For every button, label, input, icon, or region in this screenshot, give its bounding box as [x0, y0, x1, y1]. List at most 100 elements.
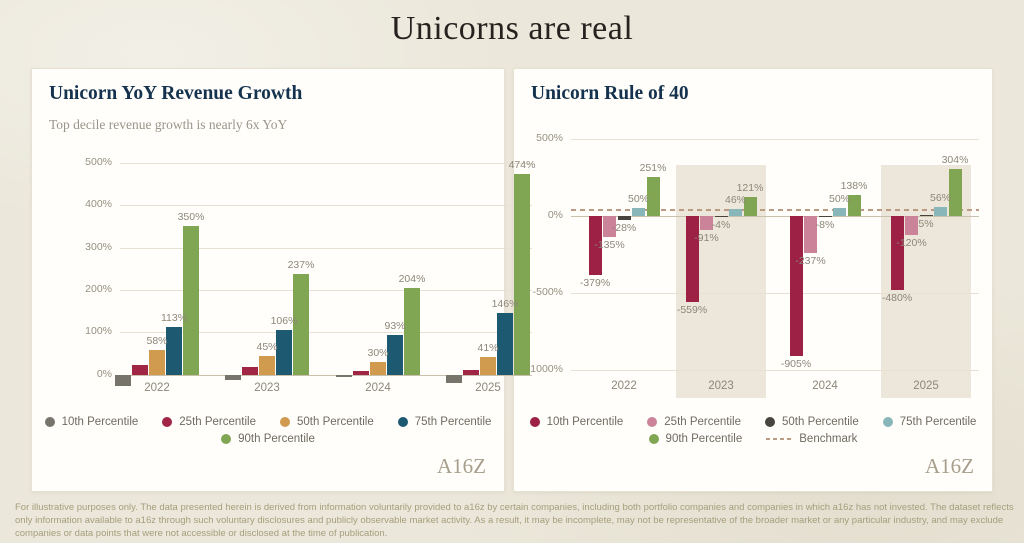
bar-value-label: 45% — [256, 340, 278, 353]
legend-item: 90th Percentile — [648, 433, 743, 445]
legend-label: Benchmark — [799, 433, 858, 445]
bar-value-label: 93% — [384, 320, 406, 333]
bar — [646, 177, 660, 217]
grid-line — [571, 139, 979, 140]
bar — [714, 216, 728, 217]
legend-dot — [529, 417, 540, 427]
y-tick-label: -500% — [532, 286, 563, 299]
bar — [166, 326, 182, 375]
bar — [242, 367, 258, 375]
legend-label: 50th Percentile — [297, 416, 374, 428]
bar-value-label: 474% — [508, 159, 536, 172]
bar — [804, 216, 817, 253]
bar-value-label: -135% — [594, 238, 625, 251]
legend-item: 10th Percentile — [529, 416, 624, 428]
y-tick-label: -1000% — [526, 363, 563, 376]
chart-title-revenue-growth: Unicorn YoY Revenue Growth — [49, 83, 303, 104]
legend-dot — [162, 417, 173, 427]
bar-value-label: 58% — [146, 335, 168, 348]
bar — [905, 216, 918, 235]
legend-dot — [648, 434, 659, 444]
legend-dot — [765, 417, 775, 427]
legend-item: 10th Percentile — [44, 416, 138, 428]
legend-label: 75th Percentile — [899, 416, 977, 428]
legend-dot — [397, 417, 408, 427]
y-tick-label: 500% — [85, 156, 112, 168]
bar — [833, 208, 846, 217]
bar — [617, 216, 631, 221]
grid-line — [120, 205, 532, 207]
bar-value-label: -559% — [676, 304, 708, 317]
bar — [446, 374, 462, 384]
bar — [588, 216, 602, 275]
bar-value-label: 113% — [160, 311, 188, 324]
grid-line — [571, 370, 979, 372]
benchmark-line — [571, 208, 979, 211]
legend-item: 90th Percentile — [221, 433, 315, 445]
y-tick-label: 500% — [536, 132, 563, 144]
grid-line — [571, 293, 979, 295]
disclaimer-text: For illustrative purposes only. The data… — [15, 502, 1014, 539]
bar — [934, 207, 947, 217]
bar-value-label: 138% — [840, 179, 868, 192]
bar-value-label: 251% — [639, 162, 667, 175]
bar — [818, 216, 832, 218]
x-tick-label: 2023 — [708, 380, 734, 392]
y-tick-label: 0% — [547, 209, 563, 222]
legend-dot — [221, 434, 232, 444]
chart-title-rule-of-40: Unicorn Rule of 40 — [531, 83, 689, 104]
panel-rule-of-40: Unicorn Rule of 40 500% 0% -500% -1000% -379… — [513, 68, 993, 492]
y-tick-label: 100% — [85, 325, 112, 338]
bar-value-label: -28% — [611, 222, 637, 235]
panel-revenue-growth: Unicorn YoY Revenue Growth Top decile re… — [31, 68, 535, 492]
legend-label: 10th Percentile — [546, 416, 624, 428]
legend-row: 10th Percentile 25th Percentile 50th Perce… — [32, 416, 504, 428]
bar-value-label: -237% — [795, 254, 826, 267]
bar — [789, 216, 803, 356]
bar-value-label: -91% — [694, 232, 719, 245]
bar — [387, 335, 403, 375]
bar-value-label: -120% — [896, 236, 927, 249]
bar — [370, 361, 386, 375]
bar-value-label: 204% — [398, 273, 426, 286]
page-title: Unicorns are real — [390, 10, 634, 47]
legend-item: 75th Percentile — [397, 416, 491, 428]
bar — [149, 350, 165, 375]
legend-item: 25th Percentile — [647, 416, 741, 428]
legend-label: 90th Percentile — [238, 433, 315, 445]
grid-line — [120, 247, 532, 249]
legend-dot — [647, 417, 658, 427]
bar — [948, 169, 962, 217]
y-tick-label: 200% — [85, 282, 112, 295]
bar — [183, 226, 199, 375]
bar-value-label: 121% — [736, 182, 764, 195]
legend-item: 25th Percentile — [162, 416, 256, 428]
legend-label: 90th Percentile — [665, 433, 743, 445]
bar — [132, 364, 148, 375]
rule-of-40-legend: 10th Percentile 25th Percentile 50th Perce… — [514, 416, 992, 450]
bar-value-label: 350% — [177, 211, 205, 224]
bar-value-label: 30% — [367, 346, 389, 359]
legend-item: 75th Percentile — [882, 416, 977, 428]
rule-of-40-plot: 500% 0% -500% -1000% -379% -135% -28% 50% 251% 20… — [527, 132, 979, 398]
bar-value-label: 46% — [724, 194, 747, 206]
grid-line — [120, 163, 532, 164]
y-tick-label: 0% — [96, 367, 112, 380]
a16z-logo: A16Z — [437, 454, 486, 478]
bar — [890, 216, 904, 291]
bar — [919, 214, 933, 217]
bar — [847, 194, 861, 217]
bar-value-label: 41% — [477, 342, 499, 355]
bar — [404, 288, 420, 375]
grid-line — [120, 374, 532, 376]
bar-value-label: -480% — [881, 292, 913, 305]
bar-value-label: 304% — [941, 154, 969, 167]
legend-label: 50th Percentile — [782, 416, 859, 428]
bar-value-label: 237% — [287, 259, 315, 272]
bar — [685, 216, 699, 303]
y-tick-label: 300% — [85, 240, 112, 253]
a16z-logo: A16Z — [925, 454, 974, 478]
x-tick-label: 2025 — [475, 382, 501, 394]
legend-dot — [280, 417, 290, 427]
